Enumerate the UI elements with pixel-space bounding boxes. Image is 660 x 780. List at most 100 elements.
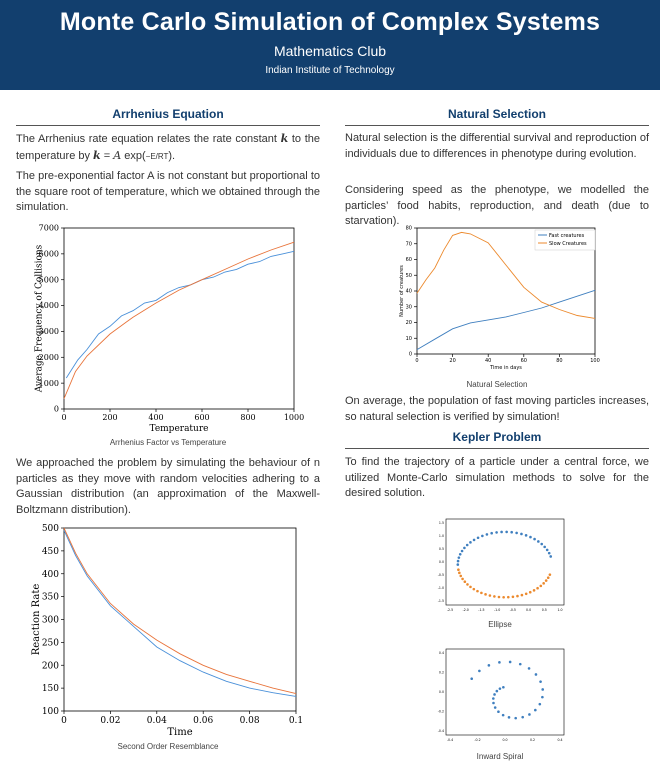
y-tick-label: 500 <box>42 524 59 534</box>
x-tick-label: 0.08 <box>240 716 260 726</box>
spiral-point <box>493 693 496 696</box>
ellipse-point-upper <box>457 556 461 559</box>
ellipse-point-lower <box>548 573 552 576</box>
ellipse-point-upper <box>537 540 540 543</box>
spiral-point <box>497 710 500 714</box>
ellipse-point-upper <box>540 542 544 546</box>
x-tick-label: -0.2 <box>474 738 480 742</box>
ellipse-point-lower <box>476 589 479 593</box>
ellipse-point-lower <box>466 583 469 586</box>
spiral-point <box>528 713 531 716</box>
reaction-rate-caption: Second Order Resemblance <box>117 742 219 751</box>
ellipse-point-lower <box>463 580 467 584</box>
ellipse-point-lower <box>458 571 461 575</box>
y-tick-label: 200 <box>42 661 59 671</box>
y-tick-label: 250 <box>42 638 59 648</box>
ellipse-point-lower <box>502 595 505 599</box>
x-tick-label: 1.0 <box>557 608 562 612</box>
x-tick-label: 20 <box>449 358 455 364</box>
ellipse-point-lower <box>516 594 519 598</box>
y-tick-label: 100 <box>42 707 59 717</box>
plot-frame <box>445 648 565 736</box>
y-tick-label: 2000 <box>39 353 59 362</box>
ellipse-point-upper <box>490 531 493 535</box>
ellipse-point-upper <box>515 531 518 535</box>
spiral-point <box>498 661 501 664</box>
ellipse-point-lower <box>469 585 472 589</box>
spiral-point <box>487 664 491 667</box>
x-tick-label: -2.5 <box>447 608 453 612</box>
natural-para-1: Natural selection is the differential su… <box>345 132 649 160</box>
x-tick-label: 100 <box>590 358 600 364</box>
spiral-point <box>541 695 544 699</box>
kepler-heading: Kepler Problem <box>345 430 649 449</box>
x-tick-label: 0.06 <box>193 716 213 726</box>
y-tick-label: 0.5 <box>439 547 444 551</box>
ellipse-point-upper <box>549 555 553 558</box>
x-tick-label: 0.2 <box>530 738 535 742</box>
ellipse-point-upper <box>456 563 460 566</box>
club-name: Mathematics Club <box>273 43 387 59</box>
ellipse-point-upper <box>524 534 528 537</box>
x-tick-label: 0 <box>61 716 67 726</box>
y-tick-label: 7000 <box>39 224 59 233</box>
series-line-2 <box>416 231 596 319</box>
ellipse-point-lower <box>484 593 487 596</box>
ellipse-point-lower <box>539 584 543 588</box>
poster-header: Monte Carlo Simulation of Complex System… <box>0 0 660 90</box>
ellipse-point-upper <box>547 551 551 555</box>
spiral-point <box>492 697 495 700</box>
x-tick-label: -1.0 <box>494 608 500 612</box>
y-tick-label: -1.5 <box>438 599 444 603</box>
spiral-point <box>507 716 511 719</box>
spiral-point <box>493 706 497 709</box>
y-tick-label: 0.4 <box>439 651 444 655</box>
arrhenius-para-1: The Arrhenius rate equation relates the … <box>16 132 320 162</box>
y-tick-label: 0.0 <box>439 560 444 564</box>
ellipse-point-lower <box>542 582 545 585</box>
spiral-point <box>518 662 522 666</box>
series-line-1 <box>416 289 596 350</box>
y-tick-label: 30 <box>406 304 412 310</box>
x-tick-label: -0.4 <box>447 738 453 742</box>
x-axis-label: Temperature <box>150 424 209 434</box>
ellipse-point-lower <box>520 593 524 597</box>
x-tick-label: 80 <box>556 358 562 364</box>
ellipse-point-upper <box>529 535 532 539</box>
x-tick-label: 0.4 <box>557 738 562 742</box>
ellipse-point-upper <box>458 552 462 556</box>
ellipse-point-lower <box>457 568 460 571</box>
natural-para-2: Considering speed as the phenotype, we m… <box>345 184 649 227</box>
legend-box <box>534 229 596 251</box>
ellipse-point-upper <box>510 530 513 534</box>
spiral-point <box>498 687 502 690</box>
ellipse-point-lower <box>524 592 528 596</box>
spiral-point <box>514 716 517 720</box>
ellipse-caption: Ellipse <box>488 620 512 629</box>
ellipse-point-lower <box>497 595 501 599</box>
y-tick-label: 450 <box>42 547 59 557</box>
arrhenius-para-2: The pre-exponential factor A is not cons… <box>16 170 320 213</box>
y-tick-label: 10 <box>406 336 412 342</box>
legend-label: Fast creatures <box>549 233 585 239</box>
y-tick-label: 0.0 <box>439 690 444 694</box>
y-tick-label: -0.2 <box>438 710 444 714</box>
y-tick-label: 0 <box>409 352 412 358</box>
ellipse-point-lower <box>532 589 536 592</box>
y-tick-label: 350 <box>42 593 59 603</box>
ellipse-point-upper <box>469 541 472 544</box>
ellipse-point-upper <box>505 530 508 534</box>
arrhenius-caption: Arrhenius Factor vs Temperature <box>109 438 227 447</box>
arrhenius-heading: Arrhenius Equation <box>16 107 320 126</box>
ellipse-point-upper <box>543 545 546 549</box>
spiral-point <box>534 673 538 676</box>
x-tick-label: 0.0 <box>502 738 507 742</box>
spiral-caption: Inward Spiral <box>476 752 524 761</box>
ellipse-point-lower <box>480 591 483 595</box>
x-tick-label: 0.02 <box>100 716 120 726</box>
ellipse-chart: -2.5 -2.0 -1.5 -1.0 -0.5 0.0 0.5 1.0 -1.5 -1.0 -0.… <box>438 518 565 612</box>
y-tick-label: 0.2 <box>439 671 444 675</box>
kepler-para-1: To find the trajectory of a particle und… <box>345 456 649 499</box>
x-tick-label: 1000 <box>284 413 304 422</box>
chart-legend: Fast creatures Slow Creatures <box>534 229 596 251</box>
